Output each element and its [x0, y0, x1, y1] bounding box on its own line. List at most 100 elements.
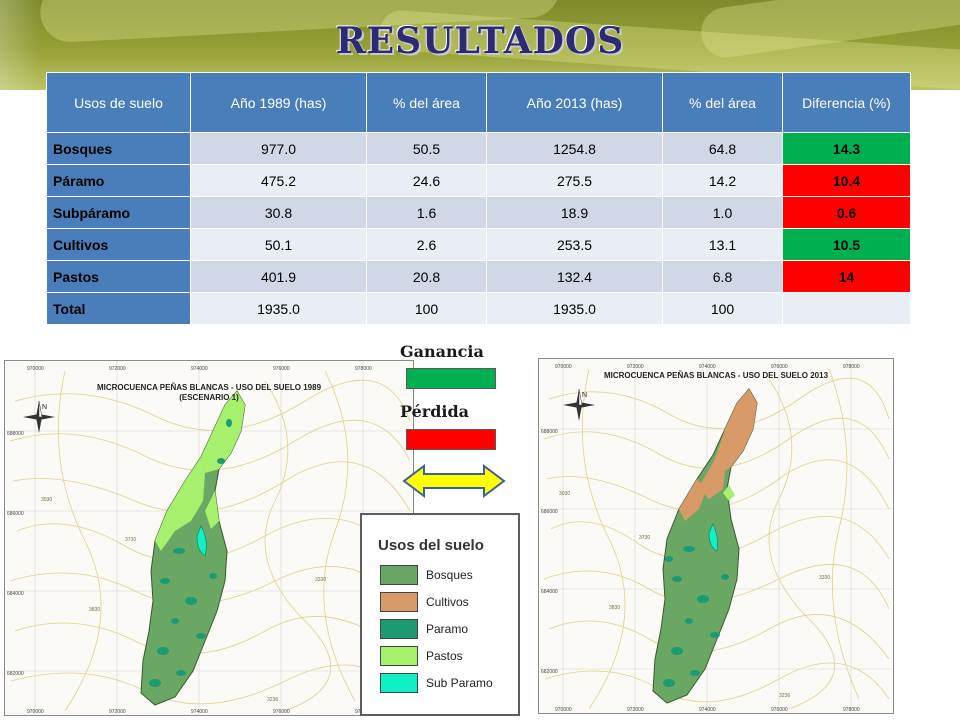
map-2013-title: MICROCUENCA PEÑAS BLANCAS - USO DEL SUEL…: [603, 371, 829, 380]
map-tick-label: 970000: [27, 709, 44, 715]
map-tick-label: 684000: [7, 591, 24, 597]
column-header: Año 1989 (has): [190, 72, 367, 133]
table-cell: 2.6: [366, 228, 487, 261]
map-tick-label: 688000: [541, 429, 558, 435]
map-tick-label: 970000: [27, 366, 44, 372]
map-tick-label: 974000: [191, 366, 208, 372]
map-tick-label: 974000: [699, 707, 716, 713]
difference-cell: 0.6: [782, 196, 911, 229]
map-tick-label: 682000: [7, 671, 24, 677]
table-cell: 1935.0: [190, 292, 367, 325]
legend-color-box: [380, 673, 418, 693]
table-cell: 977.0: [190, 132, 367, 165]
table-cell: 24.6: [366, 164, 487, 197]
map-tick-label: 686000: [541, 509, 558, 515]
column-header: % del área: [366, 72, 487, 133]
table-row: Cultivos 50.1 2.6 253.5 13.1 10.5: [46, 228, 911, 261]
table-cell: 1.0: [662, 196, 783, 229]
map-tick-label: 686000: [7, 511, 24, 517]
map-tick-label: 970000: [555, 364, 572, 370]
map-tick-label: 976000: [771, 364, 788, 370]
land-use-legend: Usos del suelo Bosques Cultivos Paramo P…: [360, 513, 520, 716]
contour-label: 3730: [125, 537, 136, 543]
legend-item-label: Cultivos: [426, 595, 469, 609]
contour-label: 3730: [639, 535, 650, 541]
contour-label: 3236: [267, 697, 278, 703]
map-tick-label: 976000: [273, 366, 290, 372]
table-cell: 13.1: [662, 228, 783, 261]
map-tick-label: 976000: [771, 707, 788, 713]
north-label: N: [582, 392, 587, 399]
gain-swatch: [406, 368, 496, 389]
legend-item-label: Sub Paramo: [426, 676, 493, 690]
column-header: Año 2013 (has): [486, 72, 663, 133]
map-tick-label: 974000: [699, 364, 716, 370]
gain-label: Ganancia: [400, 342, 484, 361]
map-1989-canvas: 970000 972000 974000 976000 978000 97000…: [5, 361, 413, 715]
map-tick-label: 972000: [627, 364, 644, 370]
table-cell: 30.8: [190, 196, 367, 229]
table-row: Subpáramo 30.8 1.6 18.9 1.0 0.6: [46, 196, 911, 229]
loss-label: Pérdida: [400, 402, 470, 421]
table-cell: 18.9: [486, 196, 663, 229]
row-label: Total: [46, 292, 191, 325]
map-tick-label: 972000: [627, 707, 644, 713]
difference-cell: 14.3: [782, 132, 911, 165]
table-header-row: Usos de suelo Año 1989 (has) % del área …: [46, 72, 911, 133]
table-cell: 64.8: [662, 132, 783, 165]
table-cell: 100: [662, 292, 783, 325]
map-1989-title: MICROCUENCA PEÑAS BLANCAS - USO DEL SUEL…: [96, 383, 322, 392]
column-header: Usos de suelo: [46, 72, 191, 133]
table-cell: 475.2: [190, 164, 367, 197]
table-cell: 6.8: [662, 260, 783, 293]
difference-cell: 14: [782, 260, 911, 293]
table-row: Total 1935.0 100 1935.0 100: [46, 292, 911, 325]
difference-cell: [782, 292, 911, 325]
table-cell: 20.8: [366, 260, 487, 293]
row-label: Páramo: [46, 164, 191, 197]
legend-color-box: [380, 592, 418, 612]
slide-title: RESULTADOS: [335, 20, 625, 62]
difference-cell: 10.4: [782, 164, 911, 197]
legend-item-cultivos: Cultivos: [380, 592, 510, 614]
legend-item-pastos: Pastos: [380, 646, 510, 668]
legend-item-label: Paramo: [426, 622, 469, 636]
contour-label: 3236: [779, 693, 790, 699]
north-arrow-icon: N: [23, 400, 55, 433]
table-cell: 100: [366, 292, 487, 325]
legend-item-sub-paramo: Sub Paramo: [380, 673, 510, 695]
table-cell: 50.1: [190, 228, 367, 261]
map-tick-label: 972000: [109, 709, 126, 715]
legend-item-bosques: Bosques: [380, 565, 510, 587]
map-tick-label: 972000: [109, 366, 126, 372]
table-row: Páramo 475.2 24.6 275.5 14.2 10.4: [46, 164, 911, 197]
north-label: N: [42, 404, 47, 411]
table-cell: 50.5: [366, 132, 487, 165]
map-tick-label: 976000: [273, 709, 290, 715]
map-tick-label: 688000: [7, 431, 24, 437]
contour-label: 3830: [89, 607, 100, 613]
contour-label: 3330: [819, 575, 830, 581]
map-1989-subtitle: (ESCENARIO 1): [179, 393, 239, 402]
table-cell: 1254.8: [486, 132, 663, 165]
table-row: Bosques 977.0 50.5 1254.8 64.8 14.3: [46, 132, 911, 165]
map-2013: 970000 972000 974000 976000 978000 97000…: [538, 358, 894, 714]
map-tick-label: 684000: [541, 589, 558, 595]
table-cell: 253.5: [486, 228, 663, 261]
north-arrow-icon: N: [563, 388, 595, 421]
row-label: Cultivos: [46, 228, 191, 261]
map-tick-label: 978000: [355, 366, 372, 372]
legend-color-box: [380, 565, 418, 585]
difference-cell: 10.5: [782, 228, 911, 261]
row-label: Bosques: [46, 132, 191, 165]
contour-label: 3030: [559, 491, 570, 497]
table-cell: 275.5: [486, 164, 663, 197]
contour-label: 3030: [41, 497, 52, 503]
table-row: Pastos 401.9 20.8 132.4 6.8 14: [46, 260, 911, 293]
legend-color-box: [380, 646, 418, 666]
table-cell: 401.9: [190, 260, 367, 293]
map-tick-label: 978000: [843, 707, 860, 713]
legend-color-box: [380, 619, 418, 639]
land-use-legend-title: Usos del suelo: [378, 537, 484, 554]
map-tick-label: 970000: [555, 707, 572, 713]
